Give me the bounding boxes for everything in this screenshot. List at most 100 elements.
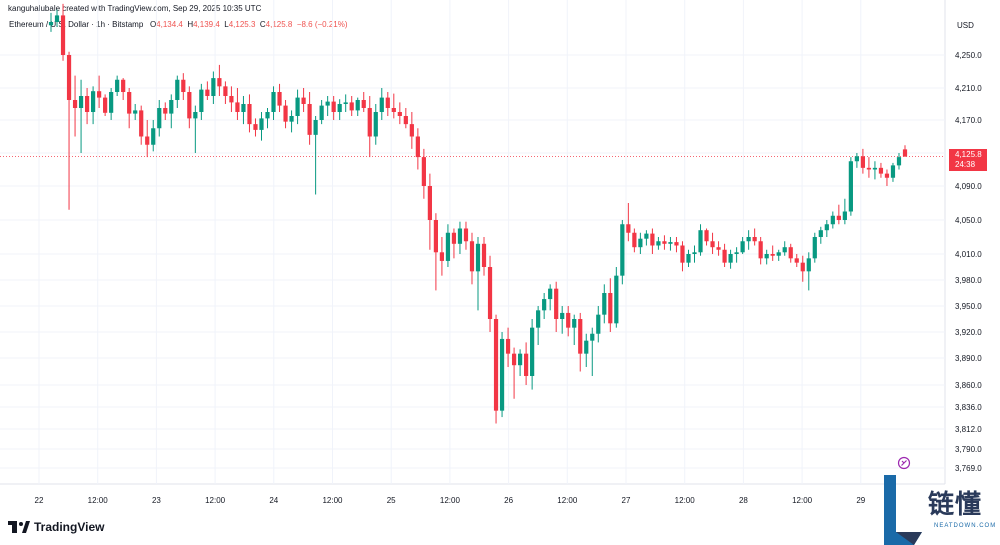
- candle-body: [373, 112, 378, 137]
- currency-label[interactable]: USD: [957, 21, 974, 30]
- candle-body: [301, 97, 306, 104]
- candle: [722, 243, 727, 267]
- candle-body: [806, 258, 811, 272]
- candle: [674, 237, 679, 253]
- candle-body: [602, 293, 607, 315]
- candle-body: [794, 258, 799, 263]
- candle-body: [884, 173, 890, 178]
- candle: [800, 255, 805, 282]
- candle: [415, 128, 420, 170]
- tradingview-logo[interactable]: TradingView: [8, 519, 104, 535]
- candle: [638, 232, 643, 254]
- price-tick-label: 3,980.0: [955, 276, 982, 285]
- time-axis[interactable]: 22 12:00 23 12:00 24 12:00 25 12:00 26 12:00 27 12:…: [35, 0, 866, 505]
- candle-body: [475, 243, 481, 272]
- candle: [397, 102, 402, 125]
- candle-body: [259, 118, 264, 130]
- candle-body: [409, 124, 414, 137]
- tradingview-logo-text: TradingView: [34, 520, 105, 534]
- candle-body: [319, 105, 324, 120]
- candle: [157, 100, 162, 137]
- candle: [54, 9, 60, 27]
- candle-body: [830, 215, 835, 225]
- candle-body: [397, 112, 402, 116]
- candle: [103, 94, 108, 116]
- candle: [271, 86, 276, 120]
- candle-body: [536, 310, 541, 328]
- candle: [439, 237, 445, 276]
- candle: [145, 120, 150, 158]
- candle: [229, 86, 234, 112]
- candle-body: [60, 15, 66, 55]
- legend-high: 4,139.4: [193, 20, 220, 29]
- candle-body: [193, 112, 198, 119]
- price-axis[interactable]: 4,250.04,210.04,170.04,130.04,090.04,050…: [0, 51, 982, 473]
- candle-body: [584, 340, 589, 354]
- candle-body: [463, 228, 469, 242]
- candle-body: [722, 249, 727, 263]
- candle: [90, 86, 96, 125]
- candle-body: [283, 105, 288, 122]
- symbol-legend: Ethereum / U.S. Dollar · 1h · Bitstamp O…: [9, 20, 348, 29]
- candle-body: [457, 228, 463, 244]
- candle-body: [517, 353, 523, 366]
- candle: [451, 228, 457, 259]
- candle: [187, 86, 192, 129]
- candle: [602, 284, 607, 324]
- candle: [878, 162, 884, 178]
- candle: [223, 81, 228, 104]
- candle: [752, 228, 757, 246]
- legend-open-label: O: [149, 20, 157, 29]
- candle: [764, 249, 769, 265]
- time-tick-label: 26: [504, 496, 513, 505]
- candle-body: [620, 224, 625, 276]
- candle-body: [145, 136, 150, 145]
- candle: [536, 306, 541, 345]
- candle-body: [367, 108, 372, 137]
- candle-body: [596, 314, 601, 334]
- candle-body: [758, 241, 763, 259]
- candle-body: [72, 100, 78, 108]
- candle-body: [121, 79, 126, 92]
- candle: [578, 312, 583, 372]
- candle-body: [169, 100, 174, 114]
- candle: [151, 120, 156, 152]
- candle-body: [866, 167, 872, 170]
- candle-body: [181, 79, 186, 92]
- candle-body: [295, 97, 300, 116]
- candle-body: [698, 230, 703, 253]
- price-tick-label: 4,170.0: [955, 116, 982, 125]
- candle: [740, 237, 745, 254]
- candle-body: [578, 319, 583, 354]
- candle: [680, 241, 685, 272]
- candle-body: [349, 102, 354, 111]
- candle-body: [307, 104, 312, 135]
- candle-body: [265, 112, 270, 119]
- candle-body: [241, 104, 246, 112]
- candle-body: [499, 338, 505, 411]
- candle-body: [427, 186, 432, 220]
- candle: [403, 108, 408, 129]
- gear-icon[interactable]: [897, 456, 911, 470]
- price-tick-label: 3,769.0: [955, 464, 982, 473]
- candle-body: [211, 78, 216, 96]
- candle-body: [337, 104, 342, 112]
- candle: [367, 96, 372, 158]
- candle: [830, 211, 835, 229]
- legend-close-label: C: [259, 20, 266, 29]
- candle-body: [548, 288, 553, 300]
- candle-body: [716, 247, 721, 250]
- candle-body: [223, 86, 228, 96]
- candle: [481, 237, 487, 276]
- candle-body: [614, 275, 619, 324]
- candle: [614, 267, 619, 328]
- time-tick-label: 27: [622, 496, 631, 505]
- candle: [139, 105, 144, 145]
- candle-body: [97, 91, 102, 98]
- time-tick-label: 12:00: [322, 496, 343, 505]
- candle: [373, 104, 378, 145]
- candle: [253, 118, 258, 137]
- candle: [211, 71, 216, 104]
- candle-body: [752, 237, 757, 242]
